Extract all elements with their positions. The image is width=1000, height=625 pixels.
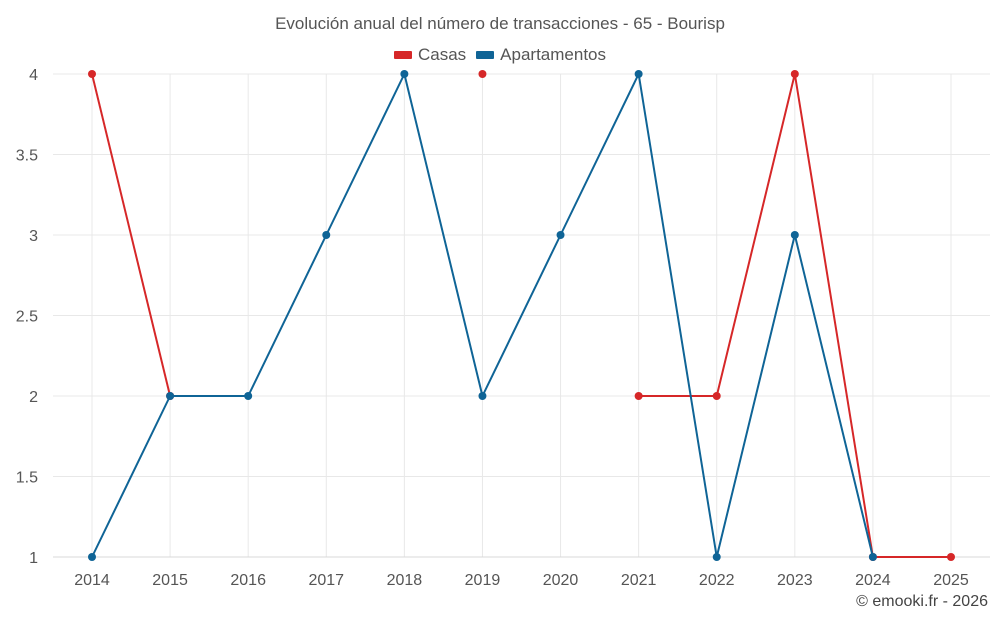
y-tick-label: 3.5 [16, 148, 38, 165]
data-point-apartamentos-2019 [478, 392, 487, 400]
legend-swatch-apartamentos [476, 51, 495, 59]
data-point-casas-2022 [712, 392, 721, 400]
y-tick-label: 3 [29, 228, 38, 245]
chart-title: Evolución anual del número de transaccio… [275, 14, 725, 33]
x-tick-label: 2015 [152, 572, 188, 589]
x-tick-label: 2018 [387, 572, 423, 589]
data-point-apartamentos-2024 [868, 553, 877, 561]
x-tick-label: 2016 [230, 572, 266, 589]
data-point-casas-2019 [478, 70, 487, 78]
y-tick-label: 1 [29, 550, 38, 567]
x-tick-label: 2020 [543, 572, 579, 589]
legend-label-apartamentos: Apartamentos [500, 45, 607, 64]
y-tick-label: 2 [29, 389, 38, 406]
data-point-casas-2023 [790, 70, 799, 78]
x-tick-label: 2019 [465, 572, 501, 589]
data-point-apartamentos-2018 [400, 70, 409, 78]
x-tick-label: 2017 [308, 572, 344, 589]
data-point-casas-2014 [88, 70, 96, 78]
legend-label-casas: Casas [417, 45, 467, 64]
credit-text: © emooki.fr - 2026 [856, 593, 988, 610]
data-point-apartamentos-2023 [790, 231, 799, 239]
x-tick-label: 2023 [777, 572, 813, 589]
data-point-casas-2025 [947, 553, 955, 561]
legend-item-casas[interactable]: Casas [393, 45, 467, 65]
y-tick-label: 4 [29, 67, 38, 84]
y-tick-label: 1.5 [16, 470, 38, 487]
data-point-apartamentos-2020 [556, 231, 565, 239]
data-point-apartamentos-2022 [712, 553, 721, 561]
series-line-casas [91, 73, 172, 397]
x-tick-label: 2021 [621, 572, 657, 589]
legend-swatch-casas [393, 51, 412, 59]
data-point-apartamentos-2014 [88, 553, 96, 561]
data-point-apartamentos-2015 [166, 392, 175, 400]
data-point-apartamentos-2017 [322, 231, 331, 239]
x-tick-label: 2022 [699, 572, 735, 589]
x-tick-label: 2025 [933, 572, 969, 589]
data-point-apartamentos-2021 [634, 70, 643, 78]
data-point-casas-2021 [634, 392, 643, 400]
x-tick-label: 2014 [74, 572, 110, 589]
x-tick-label: 2024 [855, 572, 891, 589]
data-point-apartamentos-2016 [244, 392, 253, 400]
y-tick-label: 2.5 [16, 309, 38, 326]
legend-item-apartamentos[interactable]: Apartamentos [476, 45, 606, 65]
series-apartamentos [88, 70, 877, 561]
legend: Casas Apartamentos [0, 45, 1000, 65]
